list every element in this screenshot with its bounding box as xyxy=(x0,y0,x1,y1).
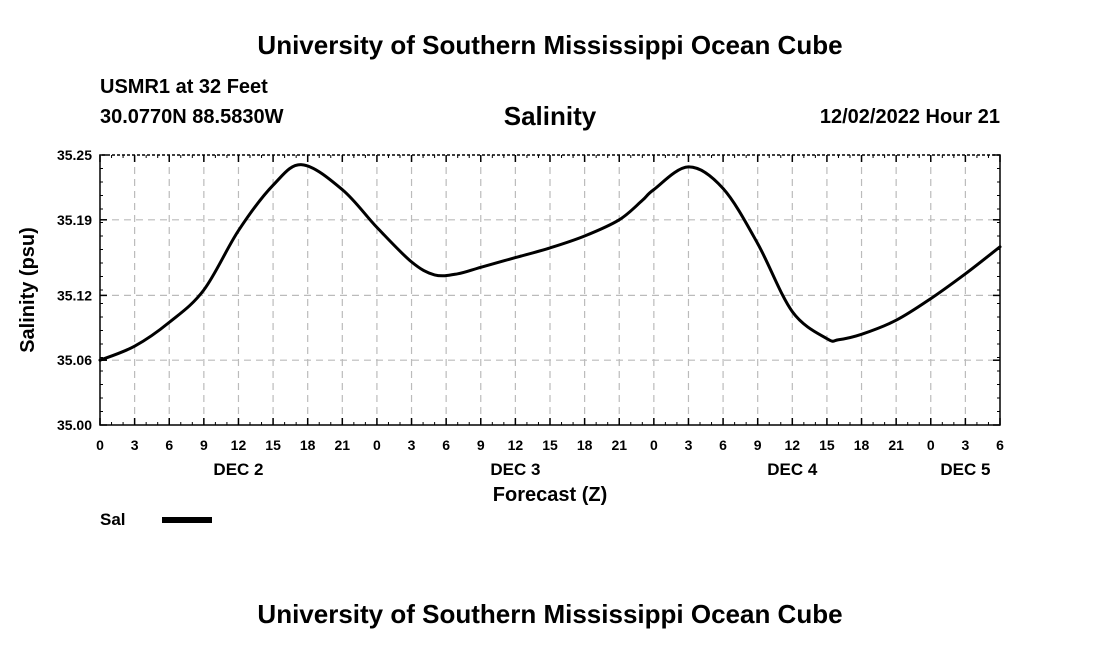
x-tick-label: 3 xyxy=(408,437,416,453)
legend-line-swatch xyxy=(162,517,212,523)
x-tick-label: 12 xyxy=(231,437,247,453)
x-tick-label: 3 xyxy=(961,437,969,453)
y-axis-title: Salinity (psu) xyxy=(17,227,39,353)
day-label: DEC 5 xyxy=(940,460,990,479)
coordinates-label: 30.0770N 88.5830W xyxy=(100,106,284,128)
y-tick-label: 35.06 xyxy=(57,352,92,368)
day-label: DEC 3 xyxy=(490,460,540,479)
x-tick-label: 0 xyxy=(927,437,935,453)
x-tick-label: 21 xyxy=(888,437,904,453)
x-tick-label: 12 xyxy=(508,437,524,453)
x-tick-label: 9 xyxy=(754,437,762,453)
x-tick-label: 18 xyxy=(577,437,593,453)
x-tick-label: 9 xyxy=(200,437,208,453)
x-axis-title: Forecast (Z) xyxy=(493,484,607,506)
day-label: DEC 4 xyxy=(767,460,818,479)
x-tick-label: 12 xyxy=(785,437,801,453)
day-label: DEC 2 xyxy=(213,460,263,479)
x-tick-label: 6 xyxy=(996,437,1004,453)
footer-title: University of Southern Mississippi Ocean… xyxy=(257,599,843,629)
x-tick-label: 3 xyxy=(131,437,139,453)
x-tick-label: 18 xyxy=(300,437,316,453)
x-tick-label: 18 xyxy=(854,437,870,453)
station-label: USMR1 at 32 Feet xyxy=(100,76,268,98)
x-tick-label: 15 xyxy=(542,437,558,453)
forecast-date-label: 12/02/2022 Hour 21 xyxy=(819,106,1000,128)
y-tick-labels: 35.00 35.06 35.12 35.19 35.25 xyxy=(57,147,92,433)
x-tick-label: 21 xyxy=(611,437,627,453)
x-tick-label: 21 xyxy=(335,437,351,453)
day-labels: DEC 2 DEC 3 DEC 4 DEC 5 xyxy=(213,460,990,479)
axis-ticks xyxy=(99,154,1001,426)
x-tick-label: 15 xyxy=(265,437,281,453)
salinity-series-line xyxy=(98,163,1002,362)
page-title: University of Southern Mississippi Ocean… xyxy=(257,30,843,60)
x-tick-label: 15 xyxy=(819,437,835,453)
y-tick-label: 35.00 xyxy=(57,417,92,433)
y-tick-label: 35.12 xyxy=(57,287,92,303)
x-tick-label: 0 xyxy=(373,437,381,453)
x-tick-label: 0 xyxy=(650,437,658,453)
legend-label: Sal xyxy=(100,510,126,529)
grid-lines xyxy=(100,155,1000,425)
y-tick-label: 35.25 xyxy=(57,147,92,163)
x-tick-label: 9 xyxy=(477,437,485,453)
x-tick-label: 6 xyxy=(442,437,450,453)
x-tick-label: 3 xyxy=(685,437,693,453)
y-tick-label: 35.19 xyxy=(57,212,92,228)
x-tick-label: 6 xyxy=(719,437,727,453)
x-tick-labels: 0 3 6 9 12 15 18 21 0 3 6 9 12 15 18 21 0 3 6 9 12 15 18 21 0 3 6 xyxy=(96,437,1004,453)
x-tick-label: 6 xyxy=(165,437,173,453)
x-tick-label: 0 xyxy=(96,437,104,453)
chart-title: Salinity xyxy=(503,101,597,131)
